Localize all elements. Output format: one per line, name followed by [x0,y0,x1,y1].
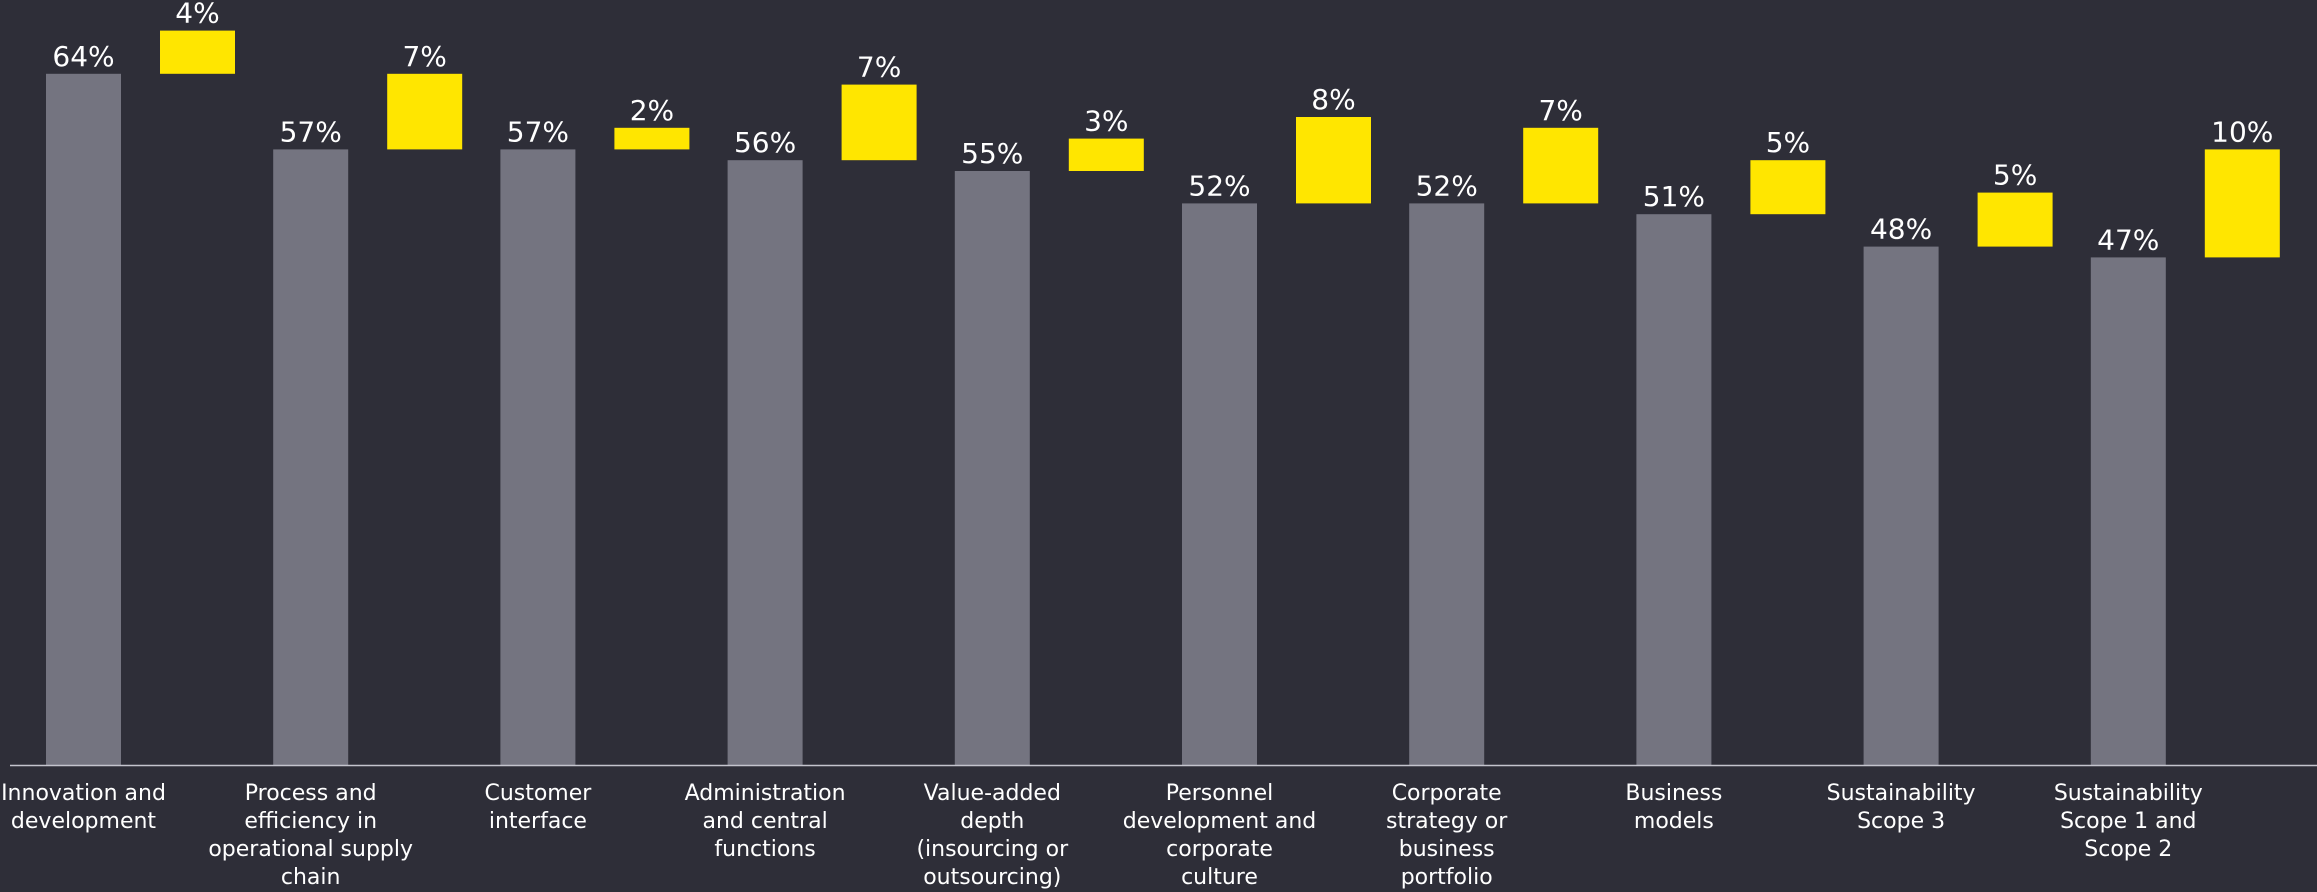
category-label: Administration and central functions [684,781,846,862]
increment-bar [160,30,235,74]
increment-bar [2204,149,2280,258]
increment-bar [387,73,463,150]
base-bar [273,149,349,765]
base-value-label: 55% [961,137,1023,170]
category-label: Business models [1625,781,1723,834]
increment-value-label: 5% [1766,126,1810,159]
base-value-label: 51% [1643,180,1705,213]
increment-value-label: 7% [857,51,901,84]
base-value-label: 48% [1870,213,1932,246]
category-label: Innovation and development [1,781,166,834]
bars-layer [46,30,2280,766]
category-label: Sustainability Scope 3 [1826,781,1976,834]
base-bar [954,171,1030,765]
increment-value-label: 5% [1993,159,2037,192]
increment-bar [1296,117,1371,204]
increment-value-label: 10% [2211,115,2273,148]
increment-value-label: 7% [402,40,446,73]
base-bar [500,149,576,765]
category-label: Personnel development and corporate cult… [1122,781,1317,890]
category-label: Sustainability Scope 1 and Scope 2 [2053,781,2203,862]
base-bar [46,73,121,766]
base-bar [2090,257,2166,765]
increment-bar [841,84,917,161]
increment-bar [1068,138,1144,171]
increment-bar [614,127,690,150]
category-label: Value-added depth (insourcing or outsour… [916,781,1069,890]
increment-value-label: 8% [1311,83,1355,116]
base-value-label: 52% [1416,169,1478,202]
increment-value-label: 2% [630,94,674,127]
category-label: Corporate strategy or business portfolio [1386,781,1508,890]
increment-value-label: 4% [175,0,219,30]
base-bar [1863,246,1939,766]
increment-bar [1750,160,1826,215]
base-bar [1636,214,1712,765]
base-value-label: 56% [734,126,796,159]
increment-bar [1977,192,2053,247]
increment-value-label: 3% [1084,105,1128,138]
base-value-label: 47% [2097,223,2159,256]
base-value-label: 57% [507,115,569,148]
base-bar [1182,203,1257,765]
value-labels-layer: 64% 4% 57% 7% 57% 2% 56% 7% 55% 3% 52% 8% 52% 7% 51% 5%… [52,0,2273,256]
base-bar [727,160,803,765]
increment-bar [1523,127,1599,204]
category-label: Customer interface [484,781,592,834]
increment-value-label: 7% [1538,94,1582,127]
category-label: Process and efficiency in operational su… [208,781,414,890]
base-value-label: 64% [52,40,114,73]
base-value-label: 57% [280,115,342,148]
base-bar [1409,203,1485,765]
base-value-label: 52% [1188,169,1250,202]
